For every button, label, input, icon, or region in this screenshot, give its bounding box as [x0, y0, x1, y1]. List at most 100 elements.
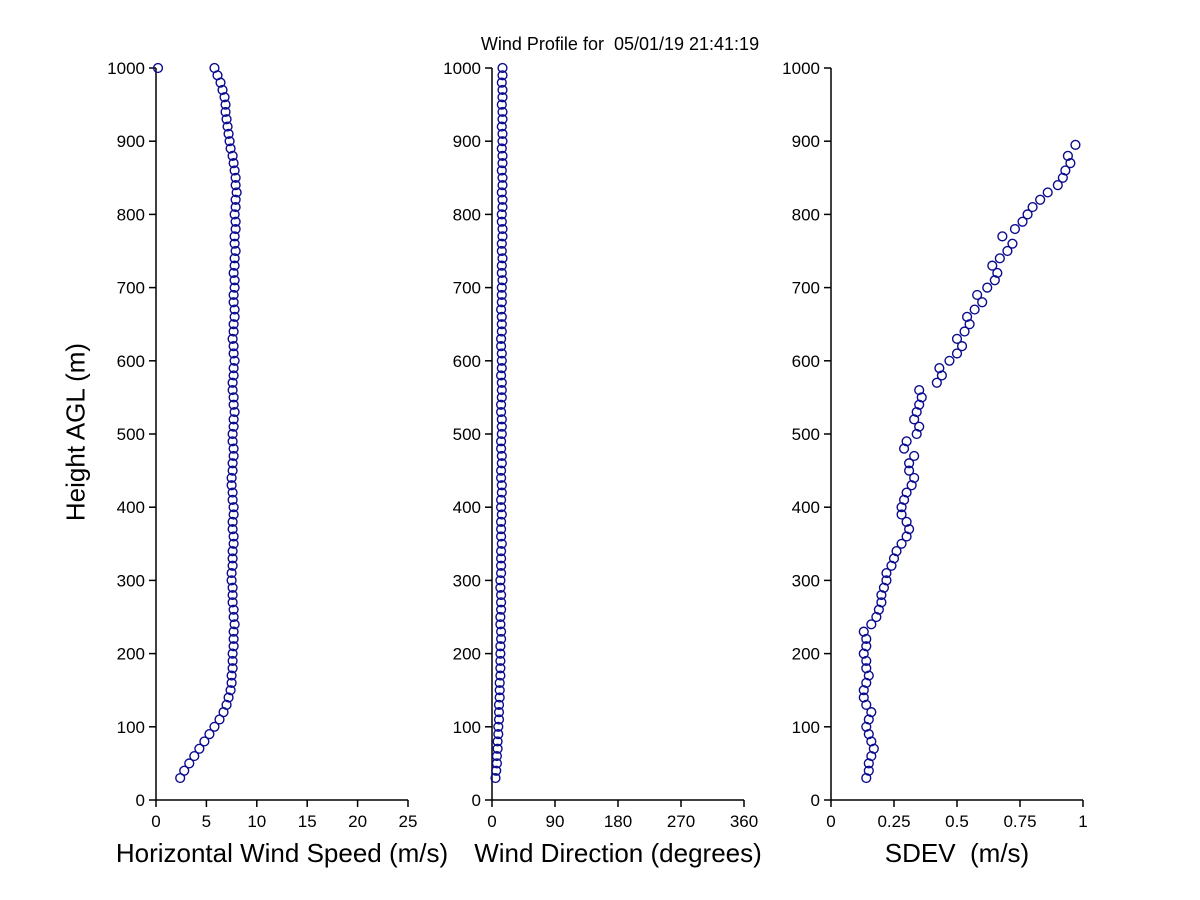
y-tick-label: 900	[117, 132, 145, 151]
marker-circle	[496, 245, 507, 257]
marker-circle	[217, 84, 228, 96]
marker-circle	[858, 692, 869, 703]
marker-circle	[496, 377, 507, 388]
marker-circle	[495, 670, 506, 681]
marker-circle	[496, 143, 507, 154]
marker-circle	[1009, 223, 1021, 235]
marker-circle	[496, 502, 507, 513]
marker-circle	[1070, 139, 1081, 150]
marker-circle	[914, 399, 925, 410]
marker-circle	[496, 567, 507, 579]
marker-circle	[861, 699, 872, 710]
marker-circle	[496, 297, 507, 308]
marker-circle	[229, 253, 240, 264]
marker-circle	[497, 180, 508, 191]
marker-circle	[496, 465, 507, 476]
marker-circle	[227, 582, 238, 593]
y-tick-label: 200	[453, 645, 481, 664]
y-tick-label: 200	[117, 645, 145, 664]
marker-circle	[221, 114, 232, 125]
marker-circle	[495, 611, 506, 623]
marker-circle	[497, 275, 508, 286]
marker-circle	[494, 685, 505, 696]
marker-circle	[496, 370, 507, 381]
marker-circle	[1060, 165, 1071, 176]
y-tick-label: 800	[792, 205, 820, 224]
x-tick-label: 0.5	[945, 812, 969, 831]
marker-circle	[496, 121, 507, 132]
marker-circle	[861, 721, 872, 732]
y-tick-label: 0	[136, 791, 145, 810]
marker-circle	[496, 458, 507, 469]
x-tick-label: 180	[604, 812, 632, 831]
marker-circle	[891, 546, 902, 557]
marker-circle	[496, 626, 507, 637]
marker-circle	[227, 384, 238, 396]
y-tick-label: 700	[792, 279, 820, 298]
marker-circle	[496, 494, 507, 505]
marker-circle	[911, 406, 922, 418]
marker-circle	[495, 655, 506, 667]
marker-circle	[227, 560, 238, 571]
marker-circle	[496, 436, 507, 447]
marker-circle	[228, 267, 239, 279]
marker-circle	[497, 128, 508, 139]
marker-circle	[495, 582, 506, 593]
x-tick-label: 15	[298, 812, 317, 831]
y-tick-label: 1000	[782, 59, 820, 78]
marker-circle	[497, 201, 508, 213]
marker-circle	[228, 604, 239, 615]
marker-circle	[861, 663, 872, 674]
marker-circle	[863, 765, 874, 776]
marker-circle	[228, 297, 239, 308]
marker-circle	[496, 472, 507, 484]
marker-circle	[223, 692, 234, 703]
marker-circle	[497, 106, 508, 118]
marker-circle	[992, 267, 1003, 279]
marker-circle	[878, 582, 890, 593]
marker-circle	[226, 472, 237, 484]
marker-circle	[496, 553, 507, 564]
x-tick-label: 0.25	[877, 812, 910, 831]
marker-circle	[490, 772, 501, 784]
marker-circle	[873, 604, 884, 615]
wind-direction-plot: 0 90 180 270 360 0 100 200 300 400 500 600 700 800 900…	[443, 59, 758, 831]
y-tick-label: 0	[811, 791, 820, 810]
marker-circle	[861, 772, 872, 784]
marker-circle	[496, 77, 507, 88]
marker-circle	[179, 765, 190, 776]
marker-circle	[497, 231, 508, 242]
marker-circle	[229, 311, 240, 322]
y-tick-label: 100	[792, 718, 820, 737]
y-tick-label: 1000	[107, 59, 145, 78]
marker-circle	[497, 172, 508, 183]
marker-circle	[493, 707, 505, 718]
marker-circle	[497, 136, 508, 147]
x-tick-label: 0	[151, 812, 160, 831]
marker-circle	[228, 538, 239, 549]
marker-circle	[227, 655, 238, 667]
marker-circle	[228, 450, 239, 462]
marker-circle	[961, 311, 973, 322]
marker-circle	[230, 223, 241, 235]
marker-circle	[496, 443, 507, 454]
marker-circle	[494, 692, 505, 703]
marker-circle	[228, 158, 239, 169]
marker-circle	[496, 289, 507, 301]
marker-circle	[1022, 209, 1033, 220]
sdev-plot: 0 0.25 0.5 0.75 1 0 100 200 300 400 500 600 700 800 90…	[782, 59, 1088, 831]
marker-circle	[227, 458, 238, 469]
marker-circle	[227, 553, 238, 564]
x-axis-label-sdev: SDEV (m/s)	[884, 838, 1030, 868]
marker-circle	[491, 750, 503, 762]
marker-circle	[861, 633, 872, 645]
marker-circle	[229, 238, 240, 249]
marker-circle	[497, 114, 508, 125]
y-tick-label: 400	[117, 498, 145, 517]
marker-circle	[230, 180, 241, 191]
marker-circle	[226, 575, 237, 586]
marker-circle	[911, 428, 922, 440]
marker-circle	[863, 729, 874, 740]
marker-circle	[956, 341, 968, 352]
